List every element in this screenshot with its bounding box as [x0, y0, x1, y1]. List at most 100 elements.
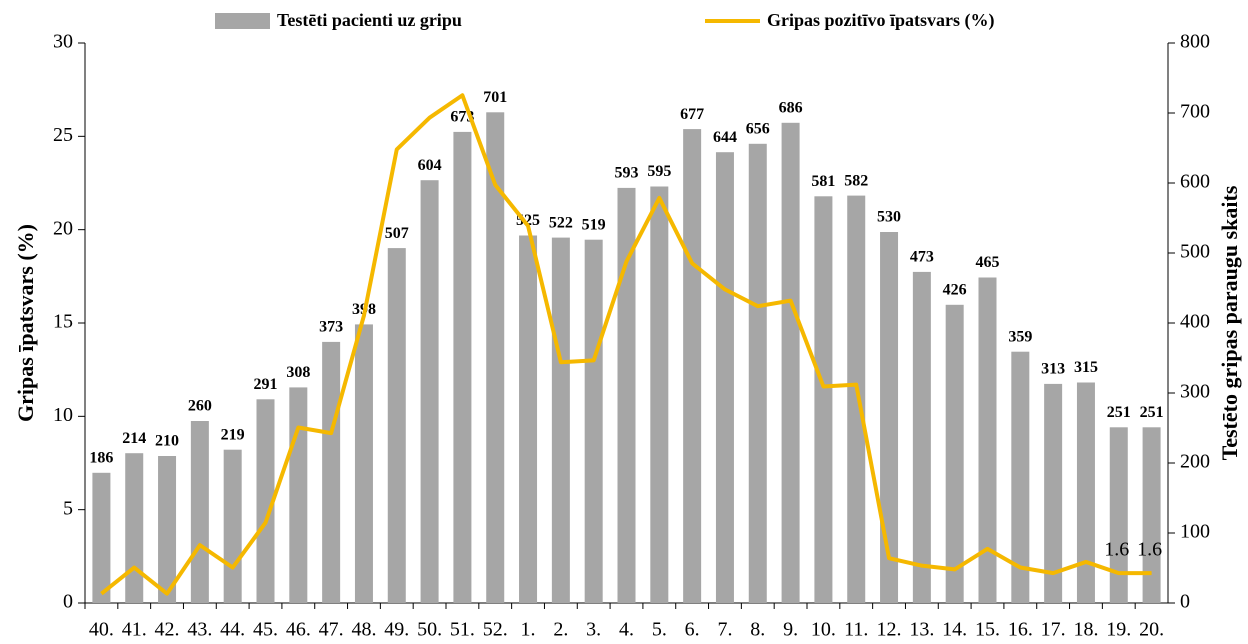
x-tick-label: 48.: [351, 619, 376, 641]
bar-value-label: 656: [746, 120, 770, 137]
bar: [223, 449, 242, 603]
bar-value-label: 701: [483, 89, 507, 106]
bar: [92, 472, 111, 603]
bar-value-label: 426: [943, 281, 967, 298]
x-tick-label: 2.: [553, 619, 568, 641]
bar: [387, 248, 406, 603]
bar: [519, 235, 538, 603]
line-value-label: 1.6: [1137, 539, 1162, 561]
x-tick-label: 40.: [89, 619, 114, 641]
legend-swatch: [215, 13, 270, 29]
x-tick-label: 9.: [783, 619, 798, 641]
bar-value-label: 473: [910, 249, 934, 266]
bar: [880, 232, 899, 603]
bar-value-label: 582: [844, 172, 868, 189]
y2-tick-label: 200: [1180, 451, 1210, 473]
y2-tick-label: 0: [1180, 591, 1190, 613]
x-tick-label: 6.: [685, 619, 700, 641]
x-tick-label: 44.: [220, 619, 245, 641]
bar: [945, 304, 964, 603]
bar: [1142, 427, 1161, 603]
bar-value-label: 595: [647, 163, 671, 180]
x-tick-label: 7.: [717, 619, 732, 641]
x-tick-label: 3.: [586, 619, 601, 641]
bar-value-label: 519: [582, 216, 606, 233]
bar: [847, 195, 866, 603]
bar: [1044, 383, 1063, 603]
x-tick-label: 5.: [652, 619, 667, 641]
y-tick-label: 25: [53, 124, 73, 146]
x-tick-label: 16.: [1008, 619, 1033, 641]
y-tick-label: 10: [53, 404, 73, 426]
y2-axis-title: Testēto gripas paraugu skaits: [1217, 185, 1242, 460]
bar: [158, 456, 177, 603]
bar-value-label: 686: [779, 99, 803, 116]
x-tick-label: 43.: [187, 619, 212, 641]
bar-value-label: 604: [418, 157, 442, 174]
bar-value-label: 210: [155, 433, 179, 450]
bar-value-label: 214: [122, 430, 146, 447]
x-tick-label: 1.: [521, 619, 536, 641]
y-tick-label: 15: [53, 311, 73, 333]
bar: [617, 187, 636, 603]
legend-label: Testēti pacienti uz gripu: [277, 10, 462, 30]
bar-value-label: 644: [713, 129, 737, 146]
bar: [781, 122, 800, 604]
bar: [683, 129, 702, 603]
x-tick-label: 41.: [122, 619, 147, 641]
bar: [715, 152, 734, 603]
x-tick-label: 47.: [319, 619, 344, 641]
x-tick-label: 13.: [909, 619, 934, 641]
x-tick-label: 4.: [619, 619, 634, 641]
bar-value-label: 507: [385, 225, 409, 242]
x-tick-label: 42.: [155, 619, 180, 641]
y-axis-title: Gripas īpatsvars (%): [13, 224, 38, 422]
bar: [354, 324, 373, 603]
x-tick-label: 17.: [1041, 619, 1066, 641]
bar-value-label: 522: [549, 214, 573, 231]
line: [100, 93, 1152, 596]
y2-tick-label: 100: [1180, 521, 1210, 543]
y-tick-label: 20: [53, 217, 73, 239]
bar: [453, 131, 472, 603]
x-tick-label: 52.: [483, 619, 508, 641]
bar-value-label: 530: [877, 209, 901, 226]
x-tick-label: 50.: [417, 619, 442, 641]
bar: [748, 143, 767, 604]
x-tick-label: 12.: [877, 619, 902, 641]
bar: [289, 387, 308, 603]
bar-value-label: 313: [1041, 361, 1065, 378]
bar-value-label: 315: [1074, 359, 1098, 376]
bar-value-label: 465: [976, 254, 1000, 271]
x-tick-label: 15.: [975, 619, 1000, 641]
y2-tick-label: 700: [1180, 101, 1210, 123]
x-tick-label: 49.: [384, 619, 409, 641]
bar-value-label: 373: [319, 319, 343, 336]
bar-value-label: 308: [286, 364, 310, 381]
x-tick-label: 20.: [1139, 619, 1164, 641]
y2-tick-label: 400: [1180, 311, 1210, 333]
bar: [322, 341, 341, 603]
bar: [256, 399, 275, 603]
bar-value-label: 291: [254, 376, 278, 393]
x-tick-label: 19.: [1106, 619, 1131, 641]
x-tick-label: 14.: [942, 619, 967, 641]
x-tick-label: 8.: [750, 619, 765, 641]
bar: [1076, 382, 1095, 603]
bar: [978, 277, 997, 603]
bar: [814, 196, 833, 604]
bar-value-label: 219: [221, 426, 245, 443]
bar: [125, 453, 144, 603]
bar: [1011, 351, 1030, 603]
y2-tick-label: 600: [1180, 171, 1210, 193]
bar: [1109, 427, 1128, 603]
y2-tick-label: 500: [1180, 241, 1210, 263]
y-tick-label: 30: [53, 31, 73, 53]
bar-value-label: 359: [1008, 328, 1032, 345]
x-tick-label: 10.: [811, 619, 836, 641]
bar: [190, 421, 209, 603]
y2-tick-label: 800: [1180, 31, 1210, 53]
bar-value-label: 593: [615, 165, 639, 182]
